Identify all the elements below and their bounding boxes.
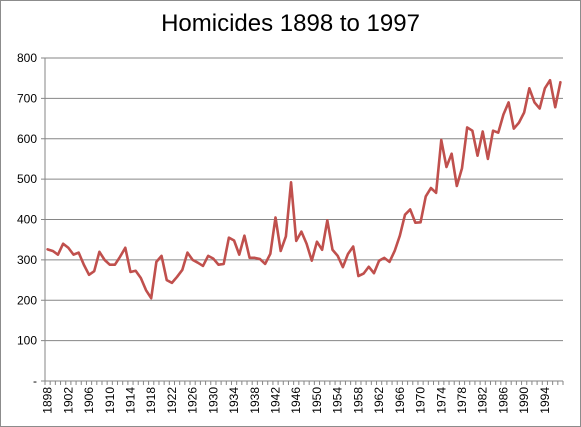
x-tick-label: 1966 [393,387,407,414]
x-tick-label: 1914 [123,387,137,414]
y-tick-label: - [33,374,37,388]
x-tick-label: 1898 [41,387,55,414]
x-tick-label: 1946 [289,387,303,414]
x-tick-label: 1974 [434,387,448,414]
x-tick-label: 1930 [206,387,220,414]
x-tick-label: 1906 [82,387,96,414]
y-tick-label: 100 [17,334,37,348]
y-tick-label: 500 [17,172,37,186]
x-tick-label: 1978 [455,387,469,414]
x-tick-label: 1902 [61,387,75,414]
y-tick-label: 200 [17,293,37,307]
x-tick-label: 1942 [269,387,283,414]
x-tick-label: 1970 [414,387,428,414]
x-tick-label: 1934 [227,387,241,414]
series-layer [46,78,562,300]
x-tick-label: 1910 [103,387,117,414]
x-tick-label: 1954 [331,387,345,414]
x-tick-label: 1982 [476,387,490,414]
y-tick-label: 600 [17,132,37,146]
x-tick-label: 1990 [517,387,531,414]
y-tick-label: 300 [17,253,37,267]
x-tick-label: 1918 [144,387,158,414]
y-tick-label: 700 [17,91,37,105]
axes [41,57,564,385]
y-tick-label: 400 [17,213,37,227]
x-tick-label: 1958 [351,387,365,414]
gridlines [45,57,563,342]
x-tick-label: 1962 [372,387,386,414]
chart-title: Homicides 1898 to 1997 [161,10,420,37]
x-tick-label: 1950 [310,387,324,414]
x-tick-label: 1994 [538,387,552,414]
x-axis-tick-labels: 1898 1902 1906 1910 1914 1918 1922 1926 1930 1934… [41,387,552,414]
x-tick-label: 1926 [186,387,200,414]
series-line [46,78,562,300]
y-tick-label: 800 [17,51,37,65]
x-tick-label: 1986 [496,387,510,414]
y-axis-tick-labels: - 100 200 300 400 500 600 700 800 [17,51,37,388]
x-tick-label: 1922 [165,387,179,414]
x-tick-label: 1938 [248,387,262,414]
